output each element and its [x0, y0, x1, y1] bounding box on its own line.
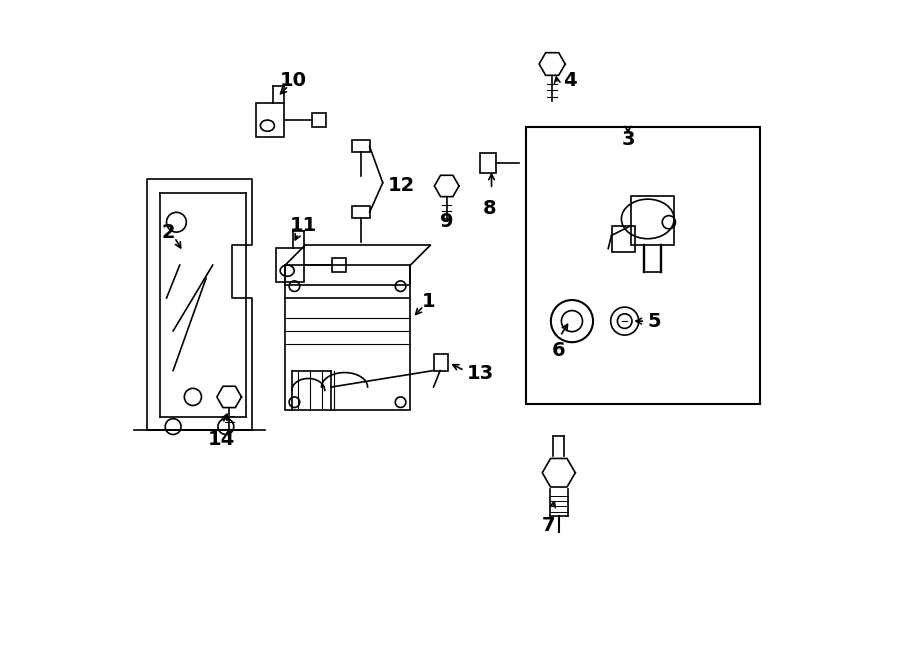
Text: 5: 5: [648, 312, 662, 330]
Text: 6: 6: [552, 341, 565, 360]
Bar: [611, 226, 634, 252]
Text: 10: 10: [280, 71, 307, 90]
Text: 3: 3: [621, 130, 634, 150]
Text: 13: 13: [466, 364, 493, 383]
Bar: [332, 258, 346, 272]
Bar: [352, 140, 370, 152]
Text: 9: 9: [440, 213, 454, 231]
Bar: [352, 207, 370, 218]
Text: 14: 14: [208, 430, 235, 449]
Bar: [285, 265, 410, 410]
Bar: [276, 248, 304, 282]
Text: 2: 2: [162, 222, 176, 242]
Bar: [526, 126, 760, 404]
Bar: [256, 103, 284, 137]
Bar: [480, 153, 496, 173]
Bar: [631, 196, 674, 246]
Text: 4: 4: [563, 71, 577, 90]
Bar: [312, 113, 326, 126]
Bar: [434, 354, 448, 371]
Text: 12: 12: [387, 177, 415, 195]
Text: 8: 8: [482, 199, 497, 218]
Text: 11: 11: [290, 216, 317, 235]
Text: 7: 7: [542, 516, 555, 535]
Text: 1: 1: [422, 292, 436, 311]
